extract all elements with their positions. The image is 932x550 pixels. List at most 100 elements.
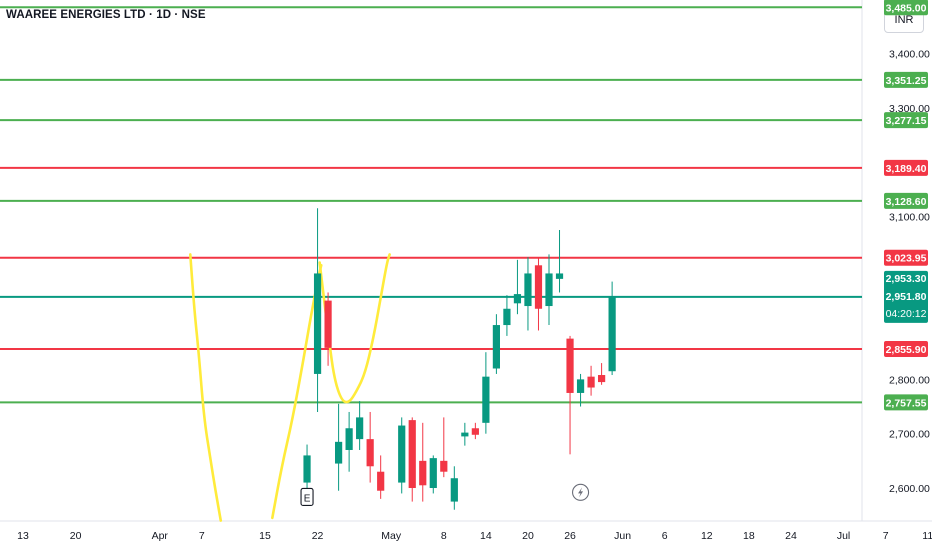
candle-body bbox=[377, 471, 385, 491]
x-tick-label-13: 12 bbox=[701, 530, 713, 542]
x-tick-label-3: 7 bbox=[199, 530, 205, 542]
x-tick-label-8: 14 bbox=[480, 530, 492, 542]
candle-2025-05-26[interactable] bbox=[566, 335, 574, 455]
candle-body bbox=[461, 432, 469, 437]
price-tag-5: 3,023.95 bbox=[886, 253, 927, 265]
candle-2025-05-28[interactable] bbox=[587, 365, 595, 396]
countdown-tag: 04:20:12 bbox=[886, 308, 927, 320]
y-tick-label-5: 2,600.00 bbox=[889, 483, 930, 495]
cup-drawing-curves[interactable] bbox=[188, 253, 391, 522]
price-tag-bg-8 bbox=[884, 394, 928, 411]
candle-2025-05-21[interactable] bbox=[534, 257, 543, 331]
x-tick-label-1: 20 bbox=[70, 530, 82, 542]
candle-2025-05-02[interactable] bbox=[398, 417, 406, 494]
bolt-glyph bbox=[578, 487, 584, 498]
x-tick-label-9: 20 bbox=[522, 530, 534, 542]
x-tick-label-7: 8 bbox=[441, 530, 447, 542]
candle-2025-04-25[interactable] bbox=[345, 411, 353, 472]
y-tick-label-4: 2,700.00 bbox=[889, 429, 930, 441]
price-line-tags: 3,485.00 3,351.25 3,277.15 3,189.40 3,128.60… bbox=[884, 0, 928, 411]
candle-body bbox=[513, 294, 522, 304]
price-tag-2: 3,277.15 bbox=[886, 115, 927, 127]
x-tick-label-17: 7 bbox=[883, 530, 889, 542]
candle-body bbox=[345, 428, 353, 450]
price-tag-bg-4 bbox=[884, 192, 928, 209]
earnings-marker-label: E bbox=[304, 493, 311, 504]
x-tick-label-4: 15 bbox=[259, 530, 271, 542]
candle-body bbox=[566, 338, 574, 393]
chart-title: WAAREE ENERGIES LTD · 1D · NSE bbox=[6, 9, 206, 21]
x-tick-label-6: May bbox=[381, 530, 402, 542]
candle-2025-04-29[interactable] bbox=[366, 411, 374, 483]
candle-2025-05-12[interactable] bbox=[461, 422, 469, 446]
price-tag-1: 3,351.25 bbox=[886, 75, 927, 87]
candle-2025-05-29[interactable] bbox=[598, 363, 606, 385]
high-price-tag: 2,953.30 bbox=[886, 273, 927, 285]
earnings-marker[interactable]: E bbox=[300, 487, 314, 506]
candle-body bbox=[335, 441, 343, 464]
candle-2025-05-20[interactable] bbox=[524, 257, 532, 331]
candle-2025-05-16[interactable] bbox=[503, 295, 511, 336]
x-tick-label-16: Jul bbox=[837, 530, 850, 542]
candle-2025-05-13[interactable] bbox=[471, 422, 479, 440]
x-tick-label-14: 18 bbox=[743, 530, 755, 542]
candle-body bbox=[398, 425, 406, 483]
price-tag-bg-5 bbox=[884, 249, 928, 266]
candle-2025-05-05[interactable] bbox=[408, 417, 416, 502]
candle-2025-05-30[interactable] bbox=[608, 281, 616, 376]
candle-body bbox=[440, 460, 448, 472]
candle-2025-05-07[interactable] bbox=[429, 455, 437, 494]
candle-2025-04-28[interactable] bbox=[356, 401, 364, 450]
x-tick-label-18: 11 bbox=[922, 530, 932, 542]
price-tag-bg-3 bbox=[884, 159, 928, 176]
candle-2025-05-27[interactable] bbox=[576, 373, 585, 407]
candle-body bbox=[587, 376, 595, 388]
event-markers[interactable]: E bbox=[300, 483, 590, 506]
candle-2025-05-23[interactable] bbox=[555, 229, 564, 293]
candle-body bbox=[482, 376, 490, 423]
candle-body bbox=[503, 308, 511, 326]
cup-curve-1[interactable] bbox=[271, 264, 323, 520]
candle-body bbox=[598, 375, 606, 383]
candle-2025-04-30[interactable] bbox=[377, 455, 385, 499]
candle-body bbox=[576, 379, 585, 393]
x-tick-label-11: Jun bbox=[614, 530, 631, 542]
candle-body bbox=[608, 296, 616, 372]
candle-body bbox=[313, 273, 322, 374]
candle-2025-05-15[interactable] bbox=[492, 314, 500, 374]
candle-body bbox=[366, 439, 374, 467]
close-price-tag: 2,951.80 bbox=[886, 291, 927, 303]
earnings-marker-box bbox=[300, 487, 314, 506]
candle-2025-05-09[interactable] bbox=[450, 466, 458, 510]
candle-body bbox=[492, 325, 500, 369]
candle-body bbox=[534, 265, 543, 309]
candle-body bbox=[408, 420, 416, 489]
candlestick-series[interactable] bbox=[303, 208, 616, 510]
candle-2025-05-06[interactable] bbox=[419, 422, 427, 502]
candle-2025-04-22[interactable] bbox=[313, 208, 322, 412]
y-tick-label-0: 3,400.00 bbox=[889, 48, 930, 60]
candle-2025-04-21[interactable] bbox=[303, 444, 311, 489]
candle-body bbox=[356, 417, 364, 440]
price-tag-8: 2,757.55 bbox=[886, 397, 927, 409]
candle-body bbox=[419, 460, 427, 486]
time-axis-ticks: 13 20 Apr 7 15 22 May 8 14 20 26 Jun 6 12 18 24 Jul 7 11 bbox=[17, 530, 932, 542]
cup-curve-0[interactable] bbox=[188, 253, 223, 522]
candle-2025-05-14[interactable] bbox=[482, 352, 490, 434]
candle-body bbox=[524, 273, 532, 307]
candle-2025-05-08[interactable] bbox=[440, 417, 448, 478]
candle-2025-04-23[interactable] bbox=[324, 292, 332, 366]
currency-label: INR bbox=[894, 14, 914, 26]
candle-body bbox=[324, 300, 332, 348]
price-tag-bg-1 bbox=[884, 71, 928, 88]
horizontal-price-lines[interactable] bbox=[0, 6, 862, 404]
dividend-bolt-icon[interactable] bbox=[572, 483, 590, 501]
candle-2025-05-22[interactable] bbox=[545, 254, 553, 326]
price-tag-bg-2 bbox=[884, 112, 928, 129]
y-tick-label-2: 3,100.00 bbox=[889, 211, 930, 223]
candle-2025-05-19[interactable] bbox=[513, 259, 522, 315]
candle-2025-04-24[interactable] bbox=[335, 403, 343, 491]
x-tick-label-5: 22 bbox=[312, 530, 324, 542]
price-tag-4: 3,128.60 bbox=[886, 196, 927, 208]
